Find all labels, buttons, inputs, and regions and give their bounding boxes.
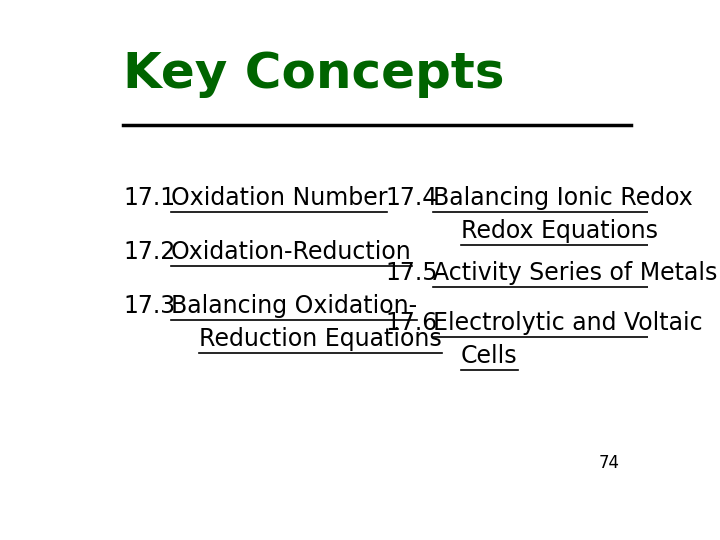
Text: Electrolytic and Voltaic: Electrolytic and Voltaic [433, 310, 703, 335]
Text: 17.3: 17.3 [124, 294, 176, 318]
Text: 17.5: 17.5 [386, 261, 438, 285]
Text: Activity Series of Metals: Activity Series of Metals [433, 261, 718, 285]
Text: Key Concepts: Key Concepts [124, 50, 505, 98]
Text: 74: 74 [598, 454, 619, 472]
Text: 17.6: 17.6 [386, 310, 438, 335]
Text: Oxidation-Reduction: Oxidation-Reduction [171, 240, 412, 264]
Text: Cells: Cells [461, 344, 518, 368]
Text: 17.2: 17.2 [124, 240, 176, 264]
Text: Redox Equations: Redox Equations [461, 219, 658, 243]
Text: Reduction Equations: Reduction Equations [199, 327, 441, 351]
Text: 17.4: 17.4 [386, 186, 438, 210]
Text: Oxidation Number: Oxidation Number [171, 186, 387, 210]
Text: Balancing Ionic Redox: Balancing Ionic Redox [433, 186, 693, 210]
Text: Balancing Oxidation-: Balancing Oxidation- [171, 294, 417, 318]
Text: 17.1: 17.1 [124, 186, 176, 210]
